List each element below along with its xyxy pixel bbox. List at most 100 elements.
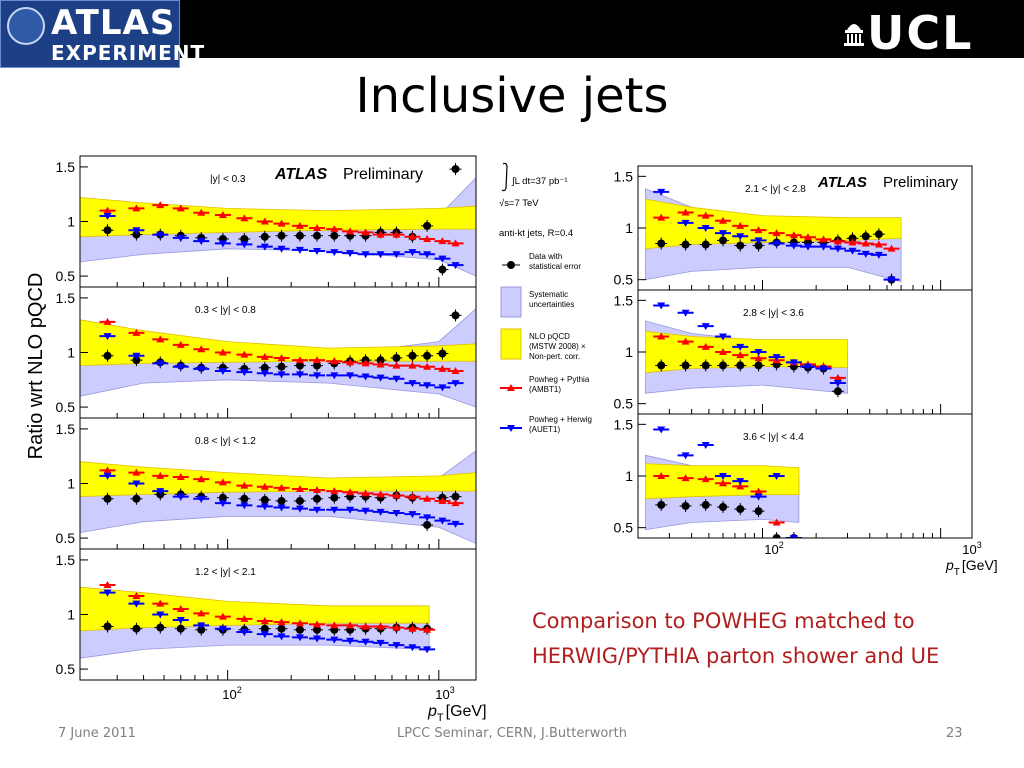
atlas-logo-subword: EXPERIMENT xyxy=(51,41,206,65)
pythia-point xyxy=(803,233,812,241)
pythia-point xyxy=(156,201,165,209)
herwig-point xyxy=(701,323,710,331)
pythia-point xyxy=(772,518,781,526)
data-point xyxy=(451,311,460,320)
herwig-point xyxy=(681,452,690,460)
y-tick-label: 1.5 xyxy=(614,292,634,308)
pythia-point xyxy=(438,496,447,504)
herwig-point xyxy=(277,504,286,512)
herwig-point xyxy=(718,473,727,480)
herwig-point xyxy=(176,363,185,371)
herwig-point xyxy=(156,360,165,368)
pythia-point xyxy=(423,625,432,633)
legend-entry-text: Powheg + Pythia (AMBT1) xyxy=(529,375,590,394)
pythia-point xyxy=(260,617,269,625)
y-axis-label: Ratio wrt NLO pQCD xyxy=(25,273,47,460)
data-point xyxy=(681,501,690,510)
atlas-logo-word: ATLAS xyxy=(51,3,176,43)
herwig-point xyxy=(438,255,447,263)
herwig-point xyxy=(754,493,763,501)
y-tick-label: 0.5 xyxy=(56,530,76,546)
herwig-point xyxy=(132,227,141,235)
herwig-point xyxy=(156,488,165,496)
herwig-point xyxy=(330,636,339,644)
herwig-point xyxy=(361,638,370,646)
integral-icon xyxy=(501,162,508,192)
pythia-point xyxy=(392,623,401,631)
x-axis-label: pT [GeV] xyxy=(945,557,998,576)
pythia-point xyxy=(736,351,745,359)
data-point xyxy=(330,493,339,502)
herwig-point xyxy=(772,354,781,362)
data-point xyxy=(176,624,185,633)
herwig-point xyxy=(408,511,417,519)
chart-panel: 0.5 1 1.5 |y| < 0.3 xyxy=(56,155,477,288)
pythia-point xyxy=(657,332,666,340)
herwig-point xyxy=(240,241,249,249)
data-point xyxy=(156,623,165,632)
herwig-point xyxy=(295,634,304,642)
x-tick-label-1000: 103 xyxy=(962,540,981,557)
herwig-point xyxy=(408,249,417,257)
pythia-point xyxy=(392,361,401,369)
pythia-point xyxy=(156,471,165,479)
herwig-point xyxy=(346,250,355,258)
pythia-point xyxy=(313,356,322,364)
data-point xyxy=(313,494,322,503)
pythia-point xyxy=(313,620,322,628)
panel-label: 2.8 < |y| < 3.6 xyxy=(743,308,804,319)
herwig-point xyxy=(736,233,745,241)
data-point xyxy=(438,349,447,358)
pythia-point xyxy=(451,367,460,375)
data-point xyxy=(718,361,727,370)
y-tick-label: 1 xyxy=(625,344,633,360)
panel-label: 0.3 < |y| < 0.8 xyxy=(195,305,256,316)
herwig-point xyxy=(197,365,206,373)
pythia-point xyxy=(887,244,896,252)
footer-page-number: 23 xyxy=(946,726,963,741)
herwig-point xyxy=(438,517,447,525)
pythia-point xyxy=(346,358,355,366)
pythia-point xyxy=(197,609,206,617)
herwig-point xyxy=(346,372,355,380)
y-tick-label: 1.5 xyxy=(56,421,76,437)
data-point xyxy=(295,361,304,370)
y-tick-label: 1.5 xyxy=(614,416,634,432)
herwig-point xyxy=(361,251,370,259)
pythia-point xyxy=(861,239,870,247)
pythia-point xyxy=(156,335,165,343)
herwig-point xyxy=(833,245,842,253)
pythia-point xyxy=(789,231,798,239)
data-point xyxy=(718,236,727,245)
herwig-point xyxy=(438,384,447,392)
data-point xyxy=(197,625,206,634)
herwig-point xyxy=(803,243,812,251)
pythia-point xyxy=(423,362,432,370)
herwig-point xyxy=(392,375,401,383)
pythia-point xyxy=(438,364,447,372)
nlo-band xyxy=(80,319,476,367)
pythia-point xyxy=(681,474,690,482)
chart-panel: 0.5 1 1.5 0.8 < |y| < 1.2 xyxy=(56,417,477,550)
y-tick-label: 1.5 xyxy=(56,290,76,306)
pythia-point xyxy=(295,619,304,627)
data-point xyxy=(103,494,112,503)
pythia-point xyxy=(754,487,763,495)
herwig-point xyxy=(848,247,857,255)
data-point xyxy=(657,239,666,248)
herwig-point xyxy=(218,625,227,633)
right-figure: 102 103 pT [GeV] ATLAS Preliminary 0.5 1 1.… xyxy=(614,165,998,576)
herwig-point xyxy=(240,628,249,636)
pythia-point xyxy=(361,359,370,367)
data-point xyxy=(754,507,763,516)
data-point xyxy=(736,361,745,370)
pythia-point xyxy=(156,599,165,607)
legend-entry-text: Data with statistical error xyxy=(529,252,581,271)
pythia-point xyxy=(376,490,385,498)
pythia-point xyxy=(681,337,690,345)
data-point xyxy=(132,494,141,503)
herwig-point xyxy=(789,535,798,538)
pythia-point xyxy=(277,618,286,626)
data-point xyxy=(103,351,112,360)
data-point xyxy=(701,500,710,509)
